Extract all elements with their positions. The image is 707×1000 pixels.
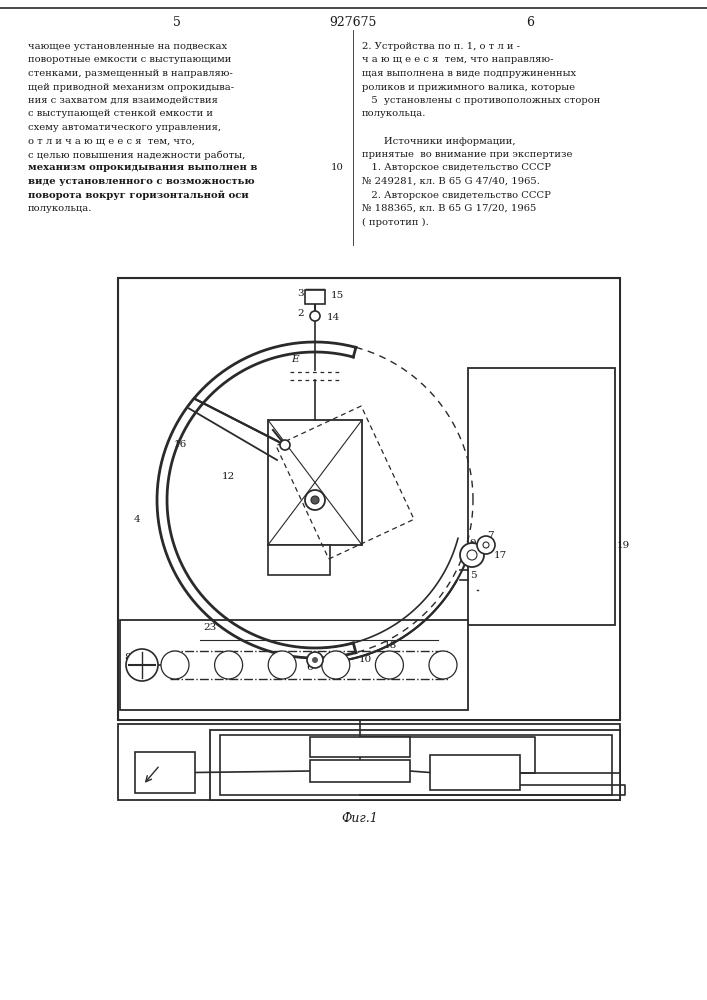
Text: механизм опрокидывания выполнен в: механизм опрокидывания выполнен в [28,163,257,172]
Text: поворотные емкости с выступающими: поворотные емкости с выступающими [28,55,231,64]
Text: 13: 13 [279,476,291,485]
Bar [268,420,362,545]
Circle shape [311,496,319,504]
Text: 17: 17 [493,550,507,560]
Circle shape [307,652,323,668]
Circle shape [477,536,495,554]
Circle shape [310,311,320,321]
Text: 1: 1 [276,560,284,570]
Text: 11: 11 [303,430,317,440]
Circle shape [483,542,489,548]
Circle shape [322,651,350,679]
Circle shape [215,651,243,679]
Text: с целью повышения надежности работы,: с целью повышения надежности работы, [28,150,245,159]
Text: 6: 6 [307,664,313,672]
Bar [119,279,619,718]
Text: 9: 9 [469,538,477,548]
Text: 23: 23 [204,622,216,632]
Bar [220,735,612,795]
Text: 10: 10 [331,163,344,172]
Circle shape [375,651,404,679]
Text: 2: 2 [298,310,304,318]
Text: 18: 18 [383,641,397,650]
Text: виде установленного с возможностью: виде установленного с возможностью [28,177,255,186]
Text: 16: 16 [174,440,187,449]
Text: принятые  во внимание при экспертизе: принятые во внимание при экспертизе [362,150,573,159]
Circle shape [460,543,484,567]
Text: 14: 14 [327,314,339,322]
Bar [268,545,330,575]
Text: 15: 15 [330,292,344,300]
Text: роликов и прижимного валика, которые: роликов и прижимного валика, которые [362,83,575,92]
Text: № 188365, кл. В 65 G 17/20, 1965: № 188365, кл. В 65 G 17/20, 1965 [362,204,537,213]
Circle shape [312,657,318,663]
Text: 3: 3 [298,288,304,298]
Text: чающее установленные на подвесках: чающее установленные на подвесках [28,42,227,51]
Text: 927675: 927675 [329,15,377,28]
Text: 10: 10 [358,656,372,664]
Text: 7: 7 [486,530,493,540]
Text: щая выполнена в виде подпружиненных: щая выполнена в виде подпружиненных [362,69,576,78]
Text: ния с захватом для взаимодействия: ния с захватом для взаимодействия [28,96,218,105]
Text: Источники информации,: Источники информации, [362,136,515,145]
Circle shape [467,550,477,560]
Bar [310,760,410,782]
Bar [310,737,410,757]
Text: 6: 6 [526,15,534,28]
Text: с выступающей стенкой емкости и: с выступающей стенкой емкости и [28,109,213,118]
Text: 5: 5 [173,15,181,28]
Text: 19: 19 [617,540,630,550]
Bar [118,724,620,800]
Text: 2. Авторское свидетельство СССР: 2. Авторское свидетельство СССР [362,190,551,200]
Bar [305,290,325,304]
Text: полукольца.: полукольца. [362,109,426,118]
Bar [468,368,615,625]
Text: 5: 5 [469,570,477,580]
Text: поворота вокруг горизонтальной оси: поворота вокруг горизонтальной оси [28,190,249,200]
Text: ( прототип ).: ( прототип ). [362,218,428,227]
Circle shape [268,651,296,679]
Circle shape [280,440,290,450]
Text: 8: 8 [124,654,132,662]
Text: 4: 4 [134,516,140,524]
Text: 2. Устройства по п. 1, о т л и -: 2. Устройства по п. 1, о т л и - [362,42,520,51]
Circle shape [161,651,189,679]
Text: E: E [291,356,299,364]
Text: щей приводной механизм опрокидыва-: щей приводной механизм опрокидыва- [28,83,234,92]
Text: № 249281, кл. В 65 G 47/40, 1965.: № 249281, кл. В 65 G 47/40, 1965. [362,177,540,186]
Text: о т л и ч а ю щ е е с я  тем, что,: о т л и ч а ю щ е е с я тем, что, [28,136,195,145]
Text: Фиг.1: Фиг.1 [341,812,378,824]
Bar [118,278,620,720]
Bar [120,620,468,710]
Text: 1. Авторское свидетельство СССР: 1. Авторское свидетельство СССР [362,163,551,172]
Text: 24: 24 [158,768,172,778]
Bar [210,730,620,800]
Circle shape [429,651,457,679]
Bar [135,752,195,793]
Text: 22: 22 [468,768,482,778]
Bar [430,755,520,790]
Text: 20: 20 [353,742,367,752]
Text: 12: 12 [221,472,235,481]
Circle shape [126,649,158,681]
Circle shape [305,490,325,510]
Text: 21: 21 [353,766,367,776]
Text: полукольца.: полукольца. [28,204,93,213]
Text: 5  установлены с противоположных сторон: 5 установлены с противоположных сторон [362,96,600,105]
Text: ч а ю щ е е с я  тем, что направляю-: ч а ю щ е е с я тем, что направляю- [362,55,554,64]
Text: схему автоматического управления,: схему автоматического управления, [28,123,221,132]
Text: стенками, размещенный в направляю-: стенками, размещенный в направляю- [28,69,233,78]
